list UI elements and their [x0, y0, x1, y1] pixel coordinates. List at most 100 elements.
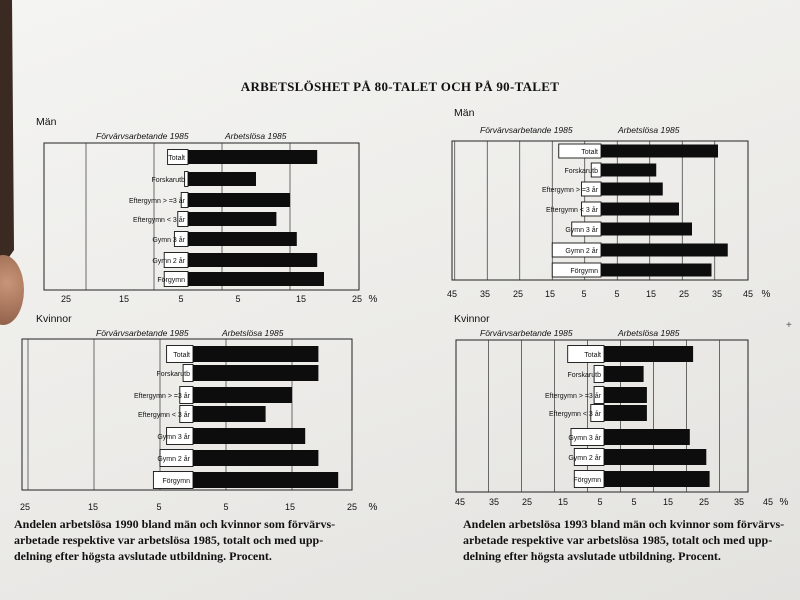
- bar-unemployed: [604, 471, 710, 487]
- bar-unemployed: [604, 449, 707, 465]
- tick-label: 15: [88, 502, 98, 512]
- bar-unemployed: [193, 387, 292, 403]
- tick-label: 5: [156, 502, 161, 512]
- tick-label: 45: [447, 289, 457, 299]
- category-label: Eftergymn < 3 år: [549, 410, 602, 418]
- tick-label: 15: [296, 294, 306, 304]
- category-label: Eftergymn > =3 år: [134, 392, 191, 400]
- category-label: Forskarutb: [565, 168, 599, 175]
- plot-frame: [455, 339, 749, 493]
- tick-label: 5: [235, 294, 240, 304]
- category-label: Forskarutb: [157, 371, 191, 378]
- tick-label: 5: [223, 502, 228, 512]
- legend-label-unemployed: Arbetslösa 1985: [224, 131, 287, 141]
- bar-unemployed: [604, 429, 690, 445]
- category-label: Eftergymn < 3 år: [546, 206, 599, 214]
- bar-unemployed: [193, 450, 319, 466]
- caption-right-line: arbetade respektive var arbetslösa 1985,…: [463, 533, 773, 547]
- unit-label: %: [369, 294, 378, 305]
- category-label: Eftergymn > =3 år: [129, 197, 186, 205]
- caption-right-line: Andelen arbetslösa 1993 bland män och kv…: [463, 517, 785, 531]
- tick-label: 5: [614, 289, 619, 299]
- bar-unemployed: [188, 172, 256, 186]
- tick-label: 35: [712, 289, 722, 299]
- category-label: Gymn 2 år: [157, 455, 190, 463]
- category-label: Gymn 2 år: [565, 247, 598, 255]
- tick-label: 25: [20, 502, 30, 512]
- tick-label: 15: [558, 497, 568, 507]
- bar-unemployed: [601, 202, 679, 216]
- page-title: ARBETSLÖSHET PÅ 80-TALET OCH PÅ 90-TALET: [240, 79, 560, 94]
- tick-label: 35: [489, 497, 499, 507]
- category-label: Totalt: [584, 352, 601, 359]
- caption-right-line: delning efter högsta avslutade utbildnin…: [463, 549, 721, 563]
- caption-left-line: delning efter högsta avslutade utbildnin…: [14, 549, 272, 563]
- tick-label: 15: [663, 497, 673, 507]
- tick-label: 15: [119, 294, 129, 304]
- unit-label: %: [762, 289, 771, 300]
- category-label: Eftergymn < 3 år: [133, 216, 186, 224]
- category-label: Totalt: [168, 155, 185, 162]
- category-label: Eftergymn > =3 år: [542, 186, 599, 194]
- tick-label: 15: [646, 289, 656, 299]
- chart-kvinnor-1990: [21, 338, 353, 491]
- tick-label: 25: [352, 294, 362, 304]
- bar-unemployed: [193, 406, 266, 422]
- tick-label: 15: [285, 502, 295, 512]
- legend-label-employed: Förvärvsarbetande 1985: [96, 328, 189, 338]
- category-label: Forskarutb: [568, 372, 602, 379]
- chart-män-1993: [451, 140, 749, 281]
- bar-unemployed: [601, 182, 663, 196]
- tick-label: 5: [581, 289, 586, 299]
- tick-label: 25: [522, 497, 532, 507]
- tick-label: 45: [455, 497, 465, 507]
- group-label: Kvinnor: [454, 313, 490, 325]
- unit-label: %: [780, 497, 789, 508]
- bar-unemployed: [188, 232, 297, 246]
- legend-label-employed: Förvärvsarbetande 1985: [96, 131, 189, 141]
- plot-frame: [21, 338, 353, 491]
- bar-unemployed: [188, 150, 318, 164]
- bar-unemployed: [604, 405, 647, 421]
- category-label: Totalt: [173, 352, 190, 359]
- tick-label: 45: [763, 497, 773, 507]
- group-label: Män: [36, 116, 57, 128]
- category-label: Gymn 3 år: [157, 433, 190, 441]
- tick-label: 25: [679, 289, 689, 299]
- category-label: Totalt: [581, 149, 598, 156]
- tick-label: 5: [631, 497, 636, 507]
- chart-män-1990: [43, 142, 360, 291]
- caption-right: Andelen arbetslösa 1993 bland män och kv…: [463, 516, 784, 564]
- bar-unemployed: [604, 387, 647, 403]
- margin-mark: +: [786, 320, 792, 331]
- category-label: Eftergymn < 3 år: [138, 411, 191, 419]
- category-label: Gymn 3 år: [565, 226, 598, 234]
- category-label: Förgymn: [162, 478, 190, 485]
- tick-label: 35: [480, 289, 490, 299]
- category-label: Förgymn: [157, 277, 185, 284]
- bar-employed: [184, 171, 189, 187]
- bar-unemployed: [601, 243, 728, 257]
- chart-kvinnor-1993: [455, 339, 749, 493]
- legend-label-unemployed: Arbetslösa 1985: [617, 125, 680, 135]
- bar-unemployed: [601, 263, 712, 277]
- legend-label-employed: Förvärvsarbetande 1985: [480, 328, 573, 338]
- bar-unemployed: [601, 222, 692, 236]
- bar-unemployed: [193, 365, 319, 381]
- bar-unemployed: [188, 272, 324, 286]
- bar-unemployed: [188, 212, 277, 226]
- plot-frame: [43, 142, 360, 291]
- tick-label: 25: [699, 497, 709, 507]
- category-label: Förgymn: [570, 268, 598, 275]
- legend-label-unemployed: Arbetslösa 1985: [221, 328, 284, 338]
- bar-unemployed: [193, 472, 339, 488]
- category-label: Eftergymn > =3 år: [545, 392, 602, 400]
- tick-label: 45: [743, 289, 753, 299]
- category-label: Gymn 3 år: [152, 236, 185, 244]
- caption-left-line: arbetade respektive var arbetslösa 1985,…: [14, 533, 324, 547]
- bar-unemployed: [193, 428, 306, 444]
- tick-label: 15: [545, 289, 555, 299]
- unit-label: %: [369, 502, 378, 513]
